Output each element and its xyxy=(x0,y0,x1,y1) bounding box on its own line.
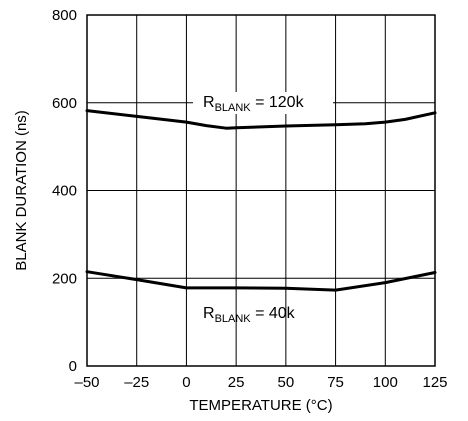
y-tick-labels: 0 200 400 600 800 xyxy=(52,7,77,375)
y-tick-label: 600 xyxy=(52,95,77,112)
plot-frame xyxy=(86,14,436,367)
x-tick-label: –50 xyxy=(74,374,99,391)
x-tick-label: 50 xyxy=(278,374,295,391)
x-tick-label: 0 xyxy=(182,374,190,391)
series-label-1: RBLANK = 120k xyxy=(203,94,305,114)
y-tick-label: 0 xyxy=(69,358,77,375)
x-tick-label: 75 xyxy=(327,374,344,391)
label-background xyxy=(193,92,333,114)
series-line-2 xyxy=(85,270,437,292)
y-tick-label: 800 xyxy=(52,7,77,24)
series-lines xyxy=(85,109,437,292)
y-axis-title: BLANK DURATION (ns) xyxy=(13,110,30,271)
y-tick-label: 400 xyxy=(52,183,77,200)
x-tick-label: 100 xyxy=(373,374,398,391)
series-line-1 xyxy=(85,109,437,130)
x-tick-label: 25 xyxy=(228,374,245,391)
x-tick-label: –25 xyxy=(124,374,149,391)
series-label-2: RBLANK = 40k xyxy=(203,305,296,325)
y-tick-label: 200 xyxy=(52,270,77,287)
x-axis-title: TEMPERATURE (°C) xyxy=(189,397,332,414)
x-tick-label: 125 xyxy=(422,374,447,391)
x-tick-labels: –50 –25 0 25 50 75 100 125 xyxy=(74,374,447,391)
series-labels: RBLANK = 120k RBLANK = 40k xyxy=(193,92,333,325)
